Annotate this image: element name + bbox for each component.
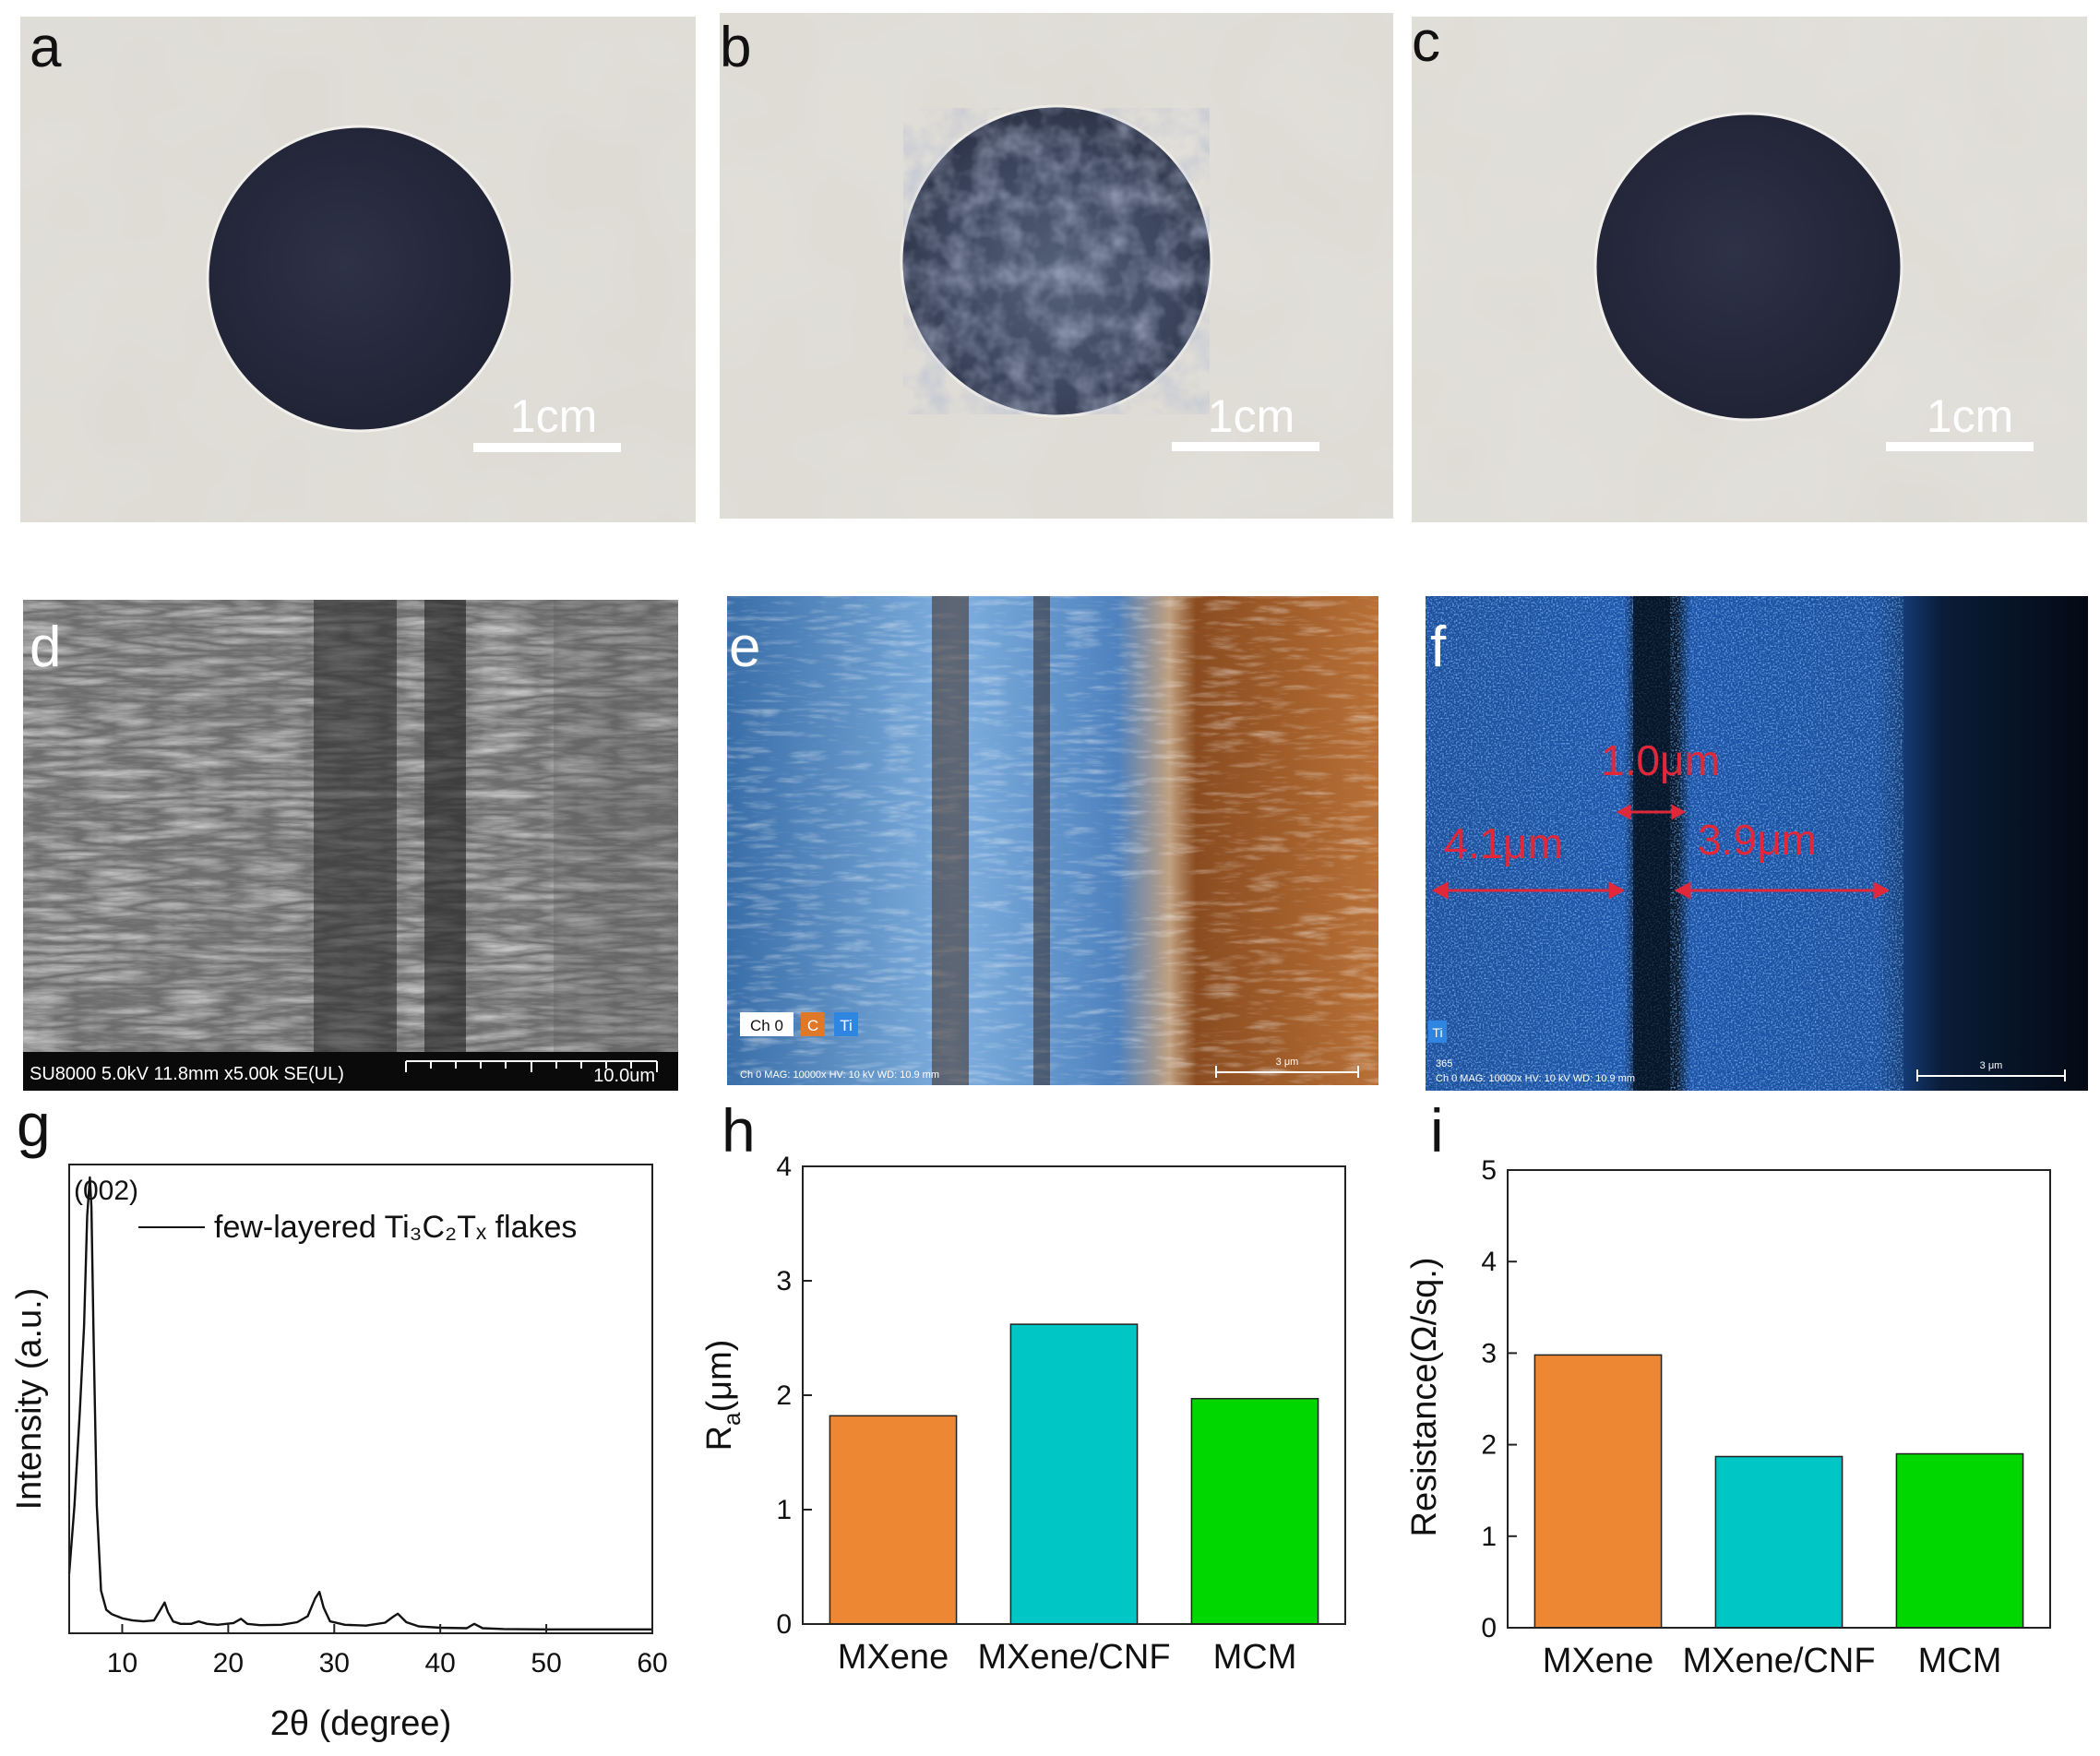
eds-footer-e: Ch 0 MAG: 10000x HV: 10 kV WD: 10.9 mm: [740, 1069, 939, 1081]
y-tick-label: 3: [776, 1266, 792, 1296]
bar-mcm: [1190, 1397, 1319, 1625]
xrd-series-line: [67, 1176, 652, 1631]
eds-legend-f-ti: Ti: [1432, 1025, 1442, 1040]
chart-g-peak-label: (002): [74, 1176, 138, 1206]
panel-label-f: f: [1430, 615, 1447, 679]
measure-left: 4.1μm: [1444, 819, 1563, 867]
chart-g-frame: [68, 1164, 653, 1634]
chart-h-ylabel-rest: (μm): [700, 1340, 739, 1413]
chart-g: 10 20 30 40 50 60 (002) few-layered Ti₃C₂Tₓ f…: [10, 1164, 668, 1743]
chart-i-yticks: 0 1 2 3 4 5: [1481, 1155, 1517, 1643]
category-label: MXene/CNF: [977, 1638, 1170, 1677]
film-disc-a: [206, 125, 514, 433]
eds-panel-f: 4.1μm 1.0μm 3.9μm Ti 365 Ch 0 MAG: 10000…: [1426, 596, 2088, 1091]
sem-scale-label: 10.0um: [593, 1066, 655, 1086]
category-label: MXene/CNF: [1682, 1642, 1875, 1680]
y-tick-label: 2: [1481, 1430, 1497, 1461]
scale-label-a: 1cm: [510, 390, 597, 442]
chart-g-xticks: 10 20 30 40 50 60: [107, 1624, 668, 1678]
chart-h-ylabel: Ra(μm): [700, 1340, 746, 1451]
sem-scale-ticks: [405, 1060, 658, 1072]
chart-i-bar-layer: [1533, 1354, 2024, 1629]
chart-g-ylabel: Intensity (a.u.): [10, 1288, 49, 1511]
y-tick-label: 3: [1481, 1338, 1497, 1368]
chart-i-ylabel: Resistance(Ω/sq.): [1405, 1258, 1444, 1537]
x-tick-label: 50: [531, 1648, 561, 1678]
photo-panel-a: 1cm a: [20, 16, 696, 522]
sem-panel-d: SU8000 5.0kV 11.8mm x5.00k SE(UL) 10.0um…: [23, 600, 678, 1091]
y-tick-label: 1: [776, 1495, 792, 1525]
category-label: MCM: [1213, 1638, 1297, 1677]
y-tick-label: 4: [776, 1152, 792, 1182]
category-label: MCM: [1918, 1642, 2002, 1680]
y-tick-label: 4: [1481, 1247, 1497, 1277]
chart-h-ylabel-sub: a: [718, 1412, 746, 1426]
eds-footer-f: Ch 0 MAG: 10000x HV: 10 kV WD: 10.9 mm: [1436, 1073, 1635, 1084]
x-tick-label: 40: [424, 1648, 455, 1678]
y-tick-label: 0: [776, 1609, 792, 1640]
y-tick-label: 5: [1481, 1155, 1497, 1186]
legend-c: C: [807, 1017, 818, 1034]
bar-mcm: [1895, 1452, 2024, 1629]
chart-i-xcats: MXene MXene/CNF MCM: [1543, 1642, 2002, 1680]
chart-g-curve-layer: [67, 1176, 652, 1631]
measure-markers: [1431, 804, 1891, 900]
category-label: MXene: [838, 1638, 949, 1677]
panel-label-d: d: [30, 615, 61, 679]
bar-mxene-cnf: [1009, 1323, 1139, 1625]
x-tick-label: 30: [319, 1648, 350, 1678]
scale-bar-b: [1172, 442, 1319, 451]
panel-label-g: g: [17, 1091, 51, 1159]
film-disc-c: [1593, 112, 1903, 422]
eds-scale-label-e: 3 μm: [1276, 1057, 1299, 1068]
panel-label-a: a: [30, 16, 62, 79]
y-tick-label: 0: [1481, 1613, 1497, 1643]
chart-i: 0 1 2 3 4 5 MXene MXene/CNF MCM Resistance(Ω/sq…: [1405, 1155, 2051, 1680]
bar-mxene: [829, 1415, 958, 1625]
photo-panel-c: 1cm c: [1412, 10, 2087, 522]
photo-panel-b: 1cm b: [720, 13, 1393, 519]
scale-label-b: 1cm: [1208, 390, 1295, 442]
eds-panel-e: Ch 0 C Ti Ch 0 MAG: 10000x HV: 10 kV WD:…: [727, 596, 1378, 1085]
panel-label-i: i: [1430, 1096, 1444, 1165]
chart-h-yticks: 0 1 2 3 4: [776, 1152, 812, 1640]
y-tick-label: 2: [776, 1380, 792, 1411]
legend-ti: Ti: [840, 1017, 853, 1034]
panel-label-h: h: [722, 1096, 756, 1165]
measure-gap: 1.0μm: [1601, 736, 1720, 784]
x-tick-label: 60: [637, 1648, 667, 1678]
eds-footer-id-f: 365: [1436, 1058, 1452, 1069]
sem-info-text: SU8000 5.0kV 11.8mm x5.00k SE(UL): [30, 1064, 344, 1084]
chart-g-xlabel: 2θ (degree): [270, 1704, 451, 1743]
x-tick-label: 20: [213, 1648, 244, 1678]
x-tick-label: 10: [107, 1648, 137, 1678]
scale-bar-c: [1886, 442, 2034, 451]
category-label: MXene: [1543, 1642, 1653, 1680]
chart-h-xcats: MXene MXene/CNF MCM: [838, 1638, 1297, 1677]
chart-h-bar-layer: [829, 1323, 1319, 1625]
scale-label-c: 1cm: [1927, 390, 2013, 442]
measure-right: 3.9μm: [1698, 816, 1817, 864]
eds-legend-e: Ch 0 C Ti: [740, 1012, 858, 1036]
chart-i-frame: [1507, 1169, 2051, 1629]
panel-label-c: c: [1412, 10, 1440, 74]
bar-mxene-cnf: [1714, 1455, 1843, 1629]
y-tick-label: 1: [1481, 1522, 1497, 1552]
legend-ch0: Ch 0: [750, 1017, 783, 1034]
chart-g-legend-text: few-layered Ti₃C₂Tₓ flakes: [214, 1210, 577, 1245]
chart-h: 0 1 2 3 4 MXene MXene/CNF MCM Ra(μm): [700, 1152, 1346, 1677]
scale-bar-a: [473, 443, 621, 452]
bar-mxene: [1533, 1354, 1663, 1629]
eds-scale-label-f: 3 μm: [1980, 1060, 2003, 1071]
chart-h-ylabel-main: R: [700, 1426, 739, 1451]
panel-label-e: e: [729, 615, 760, 679]
panel-label-b: b: [720, 16, 751, 79]
